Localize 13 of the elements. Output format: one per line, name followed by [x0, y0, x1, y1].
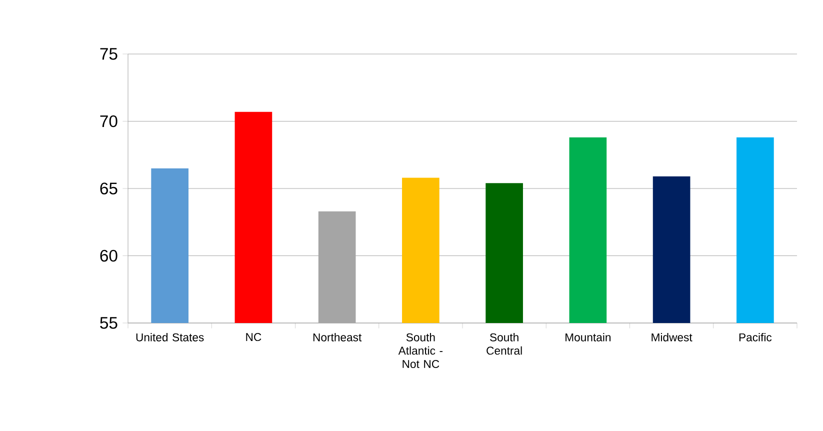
x-tick-label: NC — [246, 333, 262, 342]
x-tick-label: South Atlantic - Not NC — [398, 333, 443, 368]
y-tick-label: 75 — [100, 48, 118, 60]
y-tick-label: 65 — [100, 182, 118, 194]
x-tick-label: Pacific — [739, 333, 772, 342]
x-tick-label: Northeast — [313, 333, 362, 342]
y-tick-label: 60 — [100, 250, 118, 262]
y-tick-label: 70 — [100, 115, 118, 128]
x-tick-label: Midwest — [652, 333, 692, 342]
x-tick-label: Mountain — [566, 333, 610, 342]
x-tick-label: United States — [136, 333, 204, 342]
x-tick-label: South Central — [486, 333, 522, 355]
y-tick-label: 55 — [100, 317, 118, 329]
